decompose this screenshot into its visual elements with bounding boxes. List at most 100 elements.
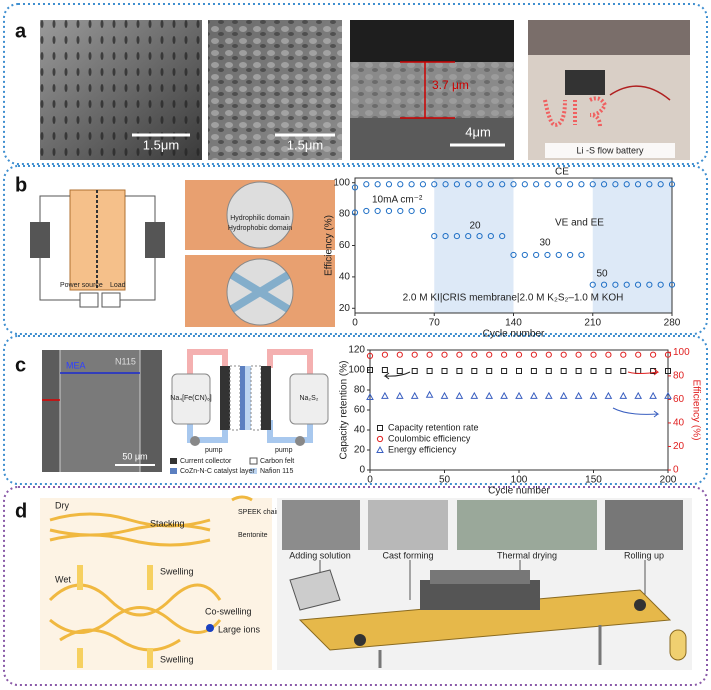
marker <box>351 209 359 216</box>
y2-tick-label: 60 <box>673 394 685 405</box>
marker <box>575 368 582 374</box>
marker <box>486 368 493 374</box>
marker <box>419 207 427 215</box>
marker <box>533 181 540 188</box>
marker <box>634 181 642 188</box>
panel-label: c <box>15 354 26 376</box>
x-tick-label: 140 <box>505 318 522 329</box>
x-tick-label: 0 <box>367 475 373 486</box>
marker <box>419 181 427 188</box>
marker <box>485 391 494 399</box>
marker <box>650 368 657 374</box>
schematic-label: pump <box>275 447 293 454</box>
y-tick-label: 100 <box>333 177 350 188</box>
production-line <box>277 498 692 670</box>
shaded-band <box>434 178 514 313</box>
schematic-label: Co-swelling <box>205 606 252 616</box>
marker <box>521 251 528 259</box>
marker <box>544 251 551 259</box>
legend-label: Nafion 115 <box>260 468 293 475</box>
marker <box>600 181 608 188</box>
annotation: 20 <box>469 221 481 232</box>
marker <box>471 351 478 358</box>
marker <box>453 232 460 240</box>
marker <box>515 391 523 399</box>
marker <box>668 281 676 288</box>
marker <box>545 351 552 358</box>
legend-marker <box>377 425 383 431</box>
marker <box>487 181 494 188</box>
scale-label: 4μm <box>465 124 491 139</box>
x-tick-label: 280 <box>664 318 681 329</box>
marker <box>560 368 567 374</box>
sem-label: MEA <box>66 360 86 370</box>
marker <box>385 181 393 188</box>
marker <box>471 368 478 374</box>
marker <box>351 184 359 191</box>
marker <box>650 351 657 358</box>
marker <box>657 181 664 188</box>
marker <box>516 368 522 374</box>
schematic-label: Load <box>110 282 126 289</box>
photo-caption: Cast forming <box>382 550 433 560</box>
y-tick-label: 60 <box>354 405 366 416</box>
schematic-label: Na₄[Fe(CN)₆] <box>170 395 212 402</box>
marker <box>620 368 627 374</box>
marker <box>605 351 612 358</box>
y-tick-label: 80 <box>354 385 366 396</box>
legend-label: Carbon felt <box>260 458 294 465</box>
series-label: VE and EE <box>555 218 604 229</box>
schematic-label: Hydrophobic domain <box>228 225 292 232</box>
marker <box>486 351 493 358</box>
marker <box>442 181 449 188</box>
panel-frame <box>3 165 708 335</box>
marker <box>578 251 585 259</box>
marker <box>600 281 608 288</box>
legend-marker <box>376 435 384 443</box>
marker <box>441 368 448 374</box>
marker <box>515 351 523 358</box>
marker <box>501 351 508 358</box>
marker <box>431 181 438 188</box>
marker <box>657 281 664 288</box>
schematic-label: Swelling <box>160 654 194 664</box>
y-tick-label: 60 <box>339 240 351 251</box>
marker <box>544 181 551 188</box>
marker <box>441 351 448 358</box>
y-tick-label: 0 <box>359 465 365 476</box>
panel-label: a <box>15 20 27 42</box>
marker <box>366 393 374 401</box>
photo-caption: Li -S flow battery <box>576 145 644 155</box>
marker <box>559 391 568 399</box>
marker <box>385 207 393 215</box>
marker <box>396 368 403 374</box>
schematic-label: Bentonite <box>238 532 268 539</box>
marker <box>530 351 538 358</box>
y2-tick-label: 40 <box>673 418 685 429</box>
marker <box>578 181 585 188</box>
x-tick-label: 210 <box>584 318 601 329</box>
marker <box>668 181 676 188</box>
marker <box>649 391 657 399</box>
panel-label: d <box>15 500 27 522</box>
annotation: 10mA cm⁻² <box>372 195 423 206</box>
schematic-label: pump <box>205 447 223 454</box>
marker <box>366 352 374 359</box>
series-label: CE <box>555 167 569 178</box>
marker <box>395 391 404 399</box>
marker <box>544 391 553 399</box>
y-tick-label: 100 <box>348 365 365 376</box>
marker <box>408 207 415 215</box>
marker <box>530 368 537 374</box>
marker <box>381 351 388 358</box>
marker <box>612 181 619 188</box>
y-tick-label: 40 <box>339 272 351 283</box>
x-tick-label: 70 <box>429 318 441 329</box>
y2-tick-label: 20 <box>673 441 685 452</box>
schematic-label: Large ions <box>218 624 261 634</box>
marker <box>499 181 506 188</box>
marker <box>623 181 630 188</box>
sem-label: 50 μm <box>122 451 147 461</box>
schematic-label: Na₂S₂ <box>299 395 318 402</box>
